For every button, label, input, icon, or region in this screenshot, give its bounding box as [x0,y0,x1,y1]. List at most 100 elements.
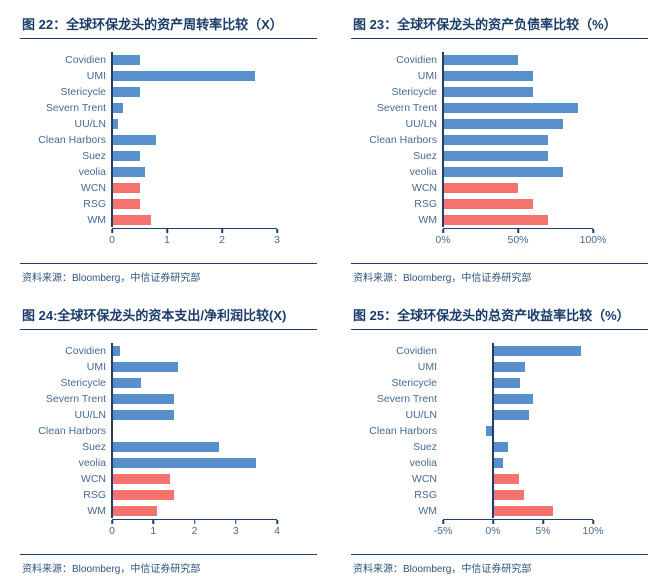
category-label: Covidien [65,54,106,66]
category-label: RSG [414,198,437,210]
category-label: Clean Harbors [369,134,437,146]
x-axis-tick [276,520,278,524]
plot-area: Covidien UMI Stericycle Severn Trent UU/LN Cl… [369,52,593,228]
bar-row: Suez [413,439,593,455]
bar-row: RSG [414,196,593,212]
category-label: WCN [411,473,437,485]
x-axis-tick-label: 100% [579,234,607,246]
bar-row: Clean Harbors [38,423,277,439]
bar-track [443,196,593,212]
bar-track [443,84,593,100]
bar-track [112,407,277,423]
bar-row: Suez [82,148,277,164]
x-axis-tick-label: 0% [485,525,501,537]
figure-25-title: 图 25：全球环保龙头的总资产收益率比较（%） [351,303,648,330]
category-label: WCN [80,473,106,485]
bar-track [443,100,593,116]
bar-track [443,132,593,148]
bar-track [112,148,277,164]
bar-track [112,391,277,407]
x-axis-tick-label: 2 [219,234,225,246]
x-axis-tick [592,520,594,524]
bar-row: Covidien [65,343,277,359]
bar-row: RSG [83,196,277,212]
category-label: Clean Harbors [38,134,106,146]
category-label: UU/LN [74,409,106,421]
x-axis-tick-label: 1 [150,525,157,537]
figure-25-bar-chart: Covidien UMI Stericycle Severn Trent UU/LN Cl… [351,343,648,539]
bar-track [443,116,593,132]
bar [486,426,493,436]
bar-row: Clean Harbors [369,423,593,439]
bar [112,346,121,356]
bar-row: Severn Trent [46,100,277,116]
plot-area: Covidien UMI Stericycle Severn Trent UU/LN Cl… [369,343,593,519]
bar-row: WCN [412,471,593,487]
figure-24-source-note: 资料来源：Bloomberg，中信证券研究部 [20,554,317,575]
category-label: Severn Trent [376,102,437,114]
bar-track [443,407,593,423]
x-axis-tick [166,229,168,233]
bar-track [443,52,593,68]
bar-row: Clean Harbors [369,132,593,148]
category-label: UU/LN [74,118,106,130]
bar-row: Stericycle [60,84,277,100]
bar-track [112,375,277,391]
category-label: RSG [83,489,106,501]
bar-row: RSG [414,487,593,503]
x-axis-tick-label: 0 [109,525,115,537]
x-axis-tick [221,229,223,233]
source-text: 资料来源：Bloomberg，中信证券研究部 [353,273,532,284]
bar [112,103,123,113]
bar [493,490,524,500]
category-label: WM [87,214,106,226]
x-axis-tick-label: 0% [435,234,451,246]
bar-track [112,471,277,487]
category-label: Stericycle [60,377,106,389]
bar [493,506,553,516]
bar-row: Severn Trent [377,391,593,407]
category-label: WM [87,505,106,517]
x-axis-tick-label: 5% [535,525,551,537]
category-label: Severn Trent [376,393,437,405]
bar-track [443,423,593,439]
category-label: veolia [78,166,106,178]
bar-row: WM [418,503,593,519]
bar-row: Stericycle [60,375,277,391]
bar-track [443,471,593,487]
category-label: UU/LN [405,409,437,421]
figure-22-title: 图 22：全球环保龙头的资产周转率比较（X） [20,12,317,39]
category-label: RSG [83,198,106,210]
bar-track [443,180,593,196]
source-text: 资料来源：Bloomberg，中信证券研究部 [22,273,201,284]
bar-track [443,503,593,519]
bar-row: Stericycle [391,375,593,391]
bar-row: Suez [413,148,593,164]
x-axis-tick-label: 10% [582,525,604,537]
x-axis-tick-label: 3 [232,525,239,537]
bar [112,215,151,225]
bar [112,87,140,97]
bar-track [443,148,593,164]
category-label: Covidien [396,54,437,66]
x-axis-tick [542,520,544,524]
bar [443,119,563,129]
category-label: Covidien [65,345,106,357]
bar-row: UU/LN [405,116,593,132]
bar-row: Severn Trent [46,391,277,407]
bar-track [112,84,277,100]
bar [112,167,145,177]
category-label: Suez [413,441,437,453]
bar [112,55,140,65]
bar-row: Stericycle [391,84,593,100]
bar [112,119,118,129]
bar [112,183,140,193]
category-label: Clean Harbors [369,425,437,437]
bar-row: UMI [87,359,277,375]
bar [493,474,519,484]
bar [493,378,520,388]
category-label: UMI [417,361,437,373]
bar [112,506,158,516]
x-axis-tick-label: 2 [191,525,198,537]
